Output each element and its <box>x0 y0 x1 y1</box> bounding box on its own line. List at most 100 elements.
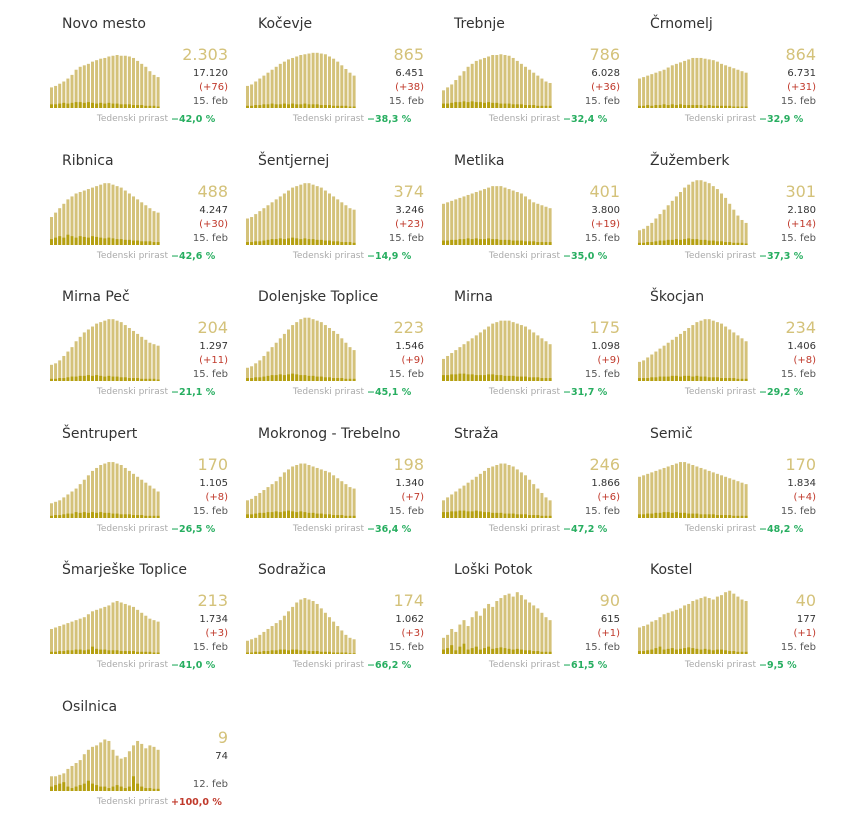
active-cases-bar <box>86 749 90 791</box>
new-cases-bar <box>642 513 646 518</box>
active-cases-bar <box>82 753 86 791</box>
new-cases-bar <box>450 374 454 381</box>
new-cases-bar <box>642 242 646 245</box>
active-cases-bar <box>483 329 486 381</box>
new-cases-bar <box>54 651 58 654</box>
new-cases-bar <box>103 103 107 108</box>
active-cases-bar <box>658 213 662 245</box>
new-cases-bar <box>646 105 650 108</box>
new-cases-bar <box>744 515 748 518</box>
active-cases-bar <box>707 598 711 654</box>
new-cases-bar <box>715 514 719 518</box>
new-cases-bar <box>528 514 532 518</box>
new-cases-bar <box>70 235 74 245</box>
new-cases-bar <box>78 375 82 381</box>
new-cases-bar <box>695 105 699 108</box>
active-cases-bar <box>340 630 344 654</box>
active-cases-bar <box>495 601 499 654</box>
active-cases-bar <box>511 322 515 381</box>
new-cases-bar <box>666 239 670 245</box>
new-cases-bar <box>728 378 732 381</box>
total-cases-value: 74 <box>215 750 228 762</box>
new-cases-bar <box>319 651 323 654</box>
new-cases-bar <box>123 239 127 245</box>
bar-chart <box>50 182 160 245</box>
municipality-panel: Kostel 40 177 (+1) 15. feb Tedenski prirast −9… <box>638 546 834 682</box>
weekly-growth-label: Tedenski prirast <box>96 660 168 670</box>
new-cases-bar <box>82 102 86 108</box>
active-cases-bar <box>728 477 732 518</box>
new-cases-bar <box>332 514 336 518</box>
active-cases-bar <box>54 775 58 791</box>
new-cases-bar <box>695 513 699 518</box>
active-cases-bar <box>282 615 286 654</box>
active-cases-bar <box>474 611 478 654</box>
active-cases-bar <box>658 71 662 108</box>
bar-chart <box>638 179 748 245</box>
new-cases-bar <box>646 513 650 518</box>
active-cases-bar <box>462 344 466 381</box>
active-cases-bar <box>666 67 670 108</box>
active-cases-bar <box>736 215 740 245</box>
new-cases-bar <box>466 237 470 245</box>
active-cases-bar <box>707 59 711 108</box>
new-cases-bar <box>340 241 344 245</box>
new-cases-bar <box>544 378 548 381</box>
new-cases-bar <box>458 510 462 518</box>
new-cases-bar <box>646 650 650 654</box>
new-cases-bar <box>107 102 111 108</box>
municipality-name: Šentjernej <box>258 152 330 169</box>
active-cases-bar <box>123 325 127 381</box>
new-cases-bar <box>258 105 262 108</box>
daily-change-value: (+14) <box>787 218 816 230</box>
new-cases-bar <box>274 104 278 108</box>
new-cases-bar <box>156 652 160 654</box>
municipality-name: Straža <box>454 425 499 442</box>
new-cases-bar <box>262 651 266 654</box>
active-cases-bar <box>662 467 666 518</box>
active-cases-bar <box>291 187 295 245</box>
municipality-name: Loški Potok <box>454 562 533 578</box>
new-cases-bar <box>532 377 536 381</box>
new-cases-bar <box>454 102 458 108</box>
new-cases-bar <box>720 105 723 108</box>
active-cases-bar <box>744 72 748 108</box>
new-cases-bar <box>303 103 307 108</box>
daily-change-value: (+38) <box>395 82 424 93</box>
new-cases-bar <box>115 784 119 791</box>
new-cases-bar <box>442 511 445 518</box>
active-cases-bar <box>703 596 707 654</box>
date-label: 15. feb <box>780 96 816 107</box>
new-cases-bar <box>732 651 736 654</box>
new-cases-bar <box>658 646 662 654</box>
new-cases-bar <box>299 238 303 245</box>
active-cases-bar <box>62 496 66 518</box>
active-cases-bar <box>442 90 445 108</box>
new-cases-bar <box>95 648 99 654</box>
active-cases-bar <box>470 63 474 108</box>
new-cases-bar <box>474 102 478 108</box>
active-cases-bar <box>638 476 641 518</box>
active-cases-bar <box>536 488 540 518</box>
active-cases-bar <box>720 63 723 108</box>
new-cases-bar <box>295 649 299 654</box>
active-cases-bar <box>70 621 74 654</box>
new-cases-bar <box>638 513 641 518</box>
active-cases-bar <box>50 216 53 245</box>
new-cases-bar <box>282 103 286 108</box>
active-cases-bar <box>328 471 331 518</box>
total-cases-value: 1.406 <box>787 341 816 352</box>
new-cases-bar <box>707 240 711 245</box>
municipality-panel: Mirna Peč 204 1.297 (+11) 15. feb Tedenski pr… <box>50 273 246 409</box>
active-cases-bar <box>336 626 340 654</box>
active-cases-bar <box>111 602 115 654</box>
weekly-growth-label: Tedenski prirast <box>684 523 756 534</box>
new-cases-bar <box>442 375 445 381</box>
bar-chart <box>442 463 552 518</box>
municipality-name: Osilnica <box>62 698 118 715</box>
new-cases-bar <box>699 513 703 518</box>
weekly-growth-label: Tedenski prirast <box>292 523 364 534</box>
active-cases-bar <box>646 225 650 245</box>
active-cases-bar <box>744 341 748 381</box>
active-cases-bar <box>528 479 532 518</box>
